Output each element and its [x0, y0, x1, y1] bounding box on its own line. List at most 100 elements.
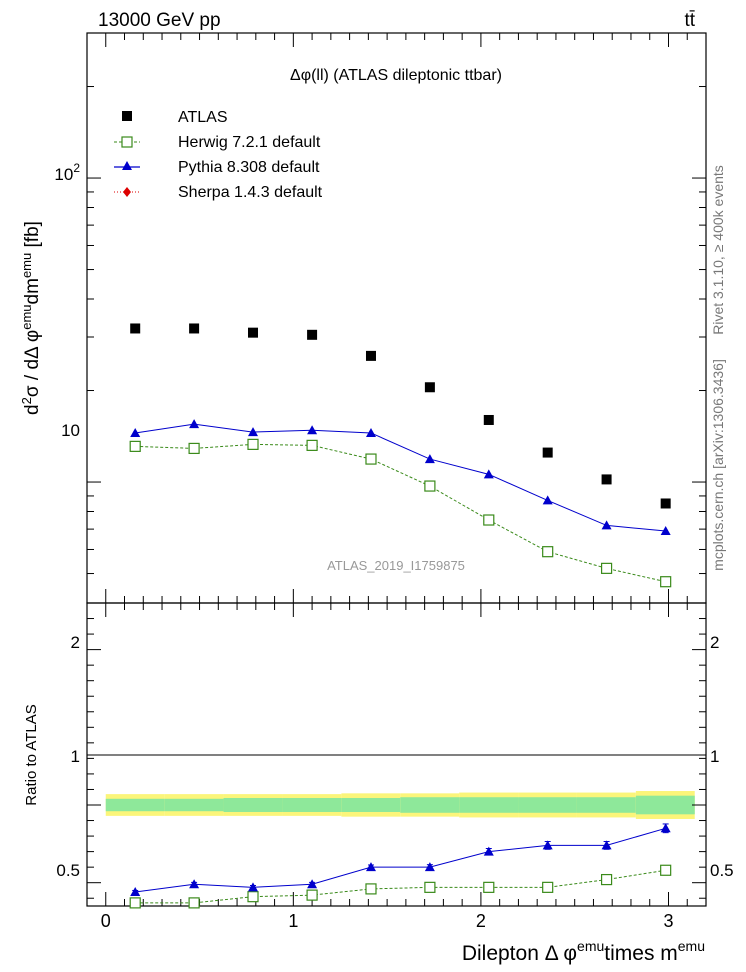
- ratio-panel-series: [129, 823, 672, 909]
- ratio-y-tick-left-1: 1: [71, 747, 80, 766]
- ratio-point-0: [660, 864, 672, 876]
- ratio-y-tick-right-1: 1: [710, 747, 719, 766]
- data-point-0: [189, 323, 200, 334]
- series-line-2: [135, 423, 666, 532]
- data-point-1: [660, 576, 672, 588]
- band-inner: [223, 798, 283, 812]
- x-tick-label: 3: [663, 911, 673, 931]
- ratio-y-axis-label: Ratio to ATLAS: [23, 704, 40, 805]
- data-point-2: [307, 425, 318, 435]
- band-inner: [282, 798, 342, 812]
- ratio-point-0: [600, 873, 613, 886]
- data-point-0: [601, 474, 612, 485]
- data-point-2: [424, 454, 435, 464]
- legend-label-sherpa: Sherpa 1.4.3 default: [178, 184, 323, 201]
- band-inner: [105, 798, 165, 812]
- ratio-point-0: [129, 897, 141, 909]
- data-point-2: [130, 427, 141, 437]
- series-line-1: [135, 443, 666, 583]
- band-inner: [635, 795, 695, 815]
- ratio-point-0: [306, 889, 318, 901]
- data-point-0: [542, 447, 553, 458]
- data-point-0: [365, 350, 376, 361]
- data-point-0: [660, 498, 671, 509]
- band-inner: [400, 797, 460, 813]
- ratio-point-0: [424, 881, 436, 893]
- ratio-point-1: [130, 887, 141, 897]
- ratio-point-0: [365, 883, 377, 895]
- data-point-2: [483, 469, 494, 479]
- data-point-2: [248, 427, 259, 437]
- ratio-line-0: [135, 869, 666, 904]
- ratio-point-0: [483, 881, 495, 893]
- process-label: tt̄: [684, 10, 695, 31]
- y-tick-exponent: 2: [73, 161, 80, 175]
- ratio-point-0: [247, 891, 259, 903]
- y-axis-label: d2σ / dΔ φemudmemu [fb]: [19, 221, 43, 415]
- data-point-2: [601, 520, 612, 530]
- data-point-0: [483, 414, 494, 425]
- x-tick-label: 2: [476, 911, 486, 931]
- ratio-point-1: [189, 879, 200, 889]
- data-point-1: [365, 453, 377, 465]
- ratio-point-0: [542, 881, 554, 893]
- ratio-point-1: [307, 879, 318, 889]
- mcplots-label: mcplots.cern.ch [arXiv:1306.3436]: [710, 359, 726, 571]
- data-point-1: [483, 514, 495, 526]
- legend-label-atlas: ATLAS: [178, 109, 228, 126]
- data-point-2: [189, 419, 200, 429]
- legend-marker-sherpa: [123, 187, 131, 197]
- ratio-point-1: [424, 862, 435, 872]
- band-inner: [341, 798, 401, 812]
- y-tick-label-10: 10: [61, 421, 80, 440]
- legend-marker-atlas: [122, 111, 132, 121]
- legend-entry-herwig: Herwig 7.2.1 default: [114, 134, 321, 151]
- legend: ATLAS Herwig 7.2.1 default Pythia 8.308 …: [114, 109, 323, 201]
- legend-entry-pythia: Pythia 8.308 default: [114, 159, 320, 176]
- data-point-0: [307, 329, 318, 340]
- legend-entry-sherpa: Sherpa 1.4.3 default: [114, 184, 323, 201]
- ratio-point-1: [601, 840, 612, 850]
- data-point-1: [600, 562, 613, 574]
- data-point-1: [188, 442, 200, 455]
- x-tick-labels: 0 1 2 3: [101, 911, 674, 931]
- x-tick-label: 1: [288, 911, 298, 931]
- band-inner: [576, 797, 636, 813]
- ratio-panel-ticks: [87, 603, 707, 906]
- data-point-2: [542, 495, 553, 505]
- legend-entry-atlas: ATLAS: [122, 109, 228, 126]
- analysis-id: ATLAS_2019_I1759875: [327, 558, 465, 573]
- data-point-1: [306, 439, 318, 451]
- ratio-y-tick-right-0-5: 0.5: [710, 861, 734, 880]
- data-point-2: [660, 526, 671, 536]
- ratio-point-1: [660, 823, 671, 833]
- ratio-point-1: [483, 846, 494, 856]
- data-point-1: [542, 546, 554, 558]
- ratio-point-1: [248, 882, 259, 892]
- main-panel: Δφ(ll) (ATLAS dileptonic ttbar) ATLAS_20…: [19, 32, 707, 604]
- band-inner: [518, 797, 577, 813]
- data-point-1: [424, 480, 436, 492]
- ratio-bands: [105, 791, 695, 819]
- data-point-0: [248, 327, 259, 338]
- data-point-2: [365, 427, 376, 437]
- main-panel-series: [129, 323, 672, 588]
- ratio-point-0: [188, 897, 200, 909]
- band-inner: [164, 798, 224, 812]
- data-point-1: [129, 440, 141, 452]
- band-inner: [459, 797, 519, 813]
- data-point-1: [247, 438, 259, 450]
- ratio-line-1: [135, 827, 666, 893]
- ratio-point-1: [365, 862, 376, 872]
- ratio-y-tick-left-2: 2: [71, 633, 80, 652]
- data-point-0: [424, 382, 435, 393]
- legend-label-pythia: Pythia 8.308 default: [178, 159, 320, 176]
- energy-label: 13000 GeV pp: [98, 10, 221, 31]
- x-tick-label: 0: [101, 911, 111, 931]
- main-panel-ticks: [87, 32, 707, 604]
- data-point-0: [130, 323, 141, 334]
- legend-marker-herwig: [121, 136, 133, 148]
